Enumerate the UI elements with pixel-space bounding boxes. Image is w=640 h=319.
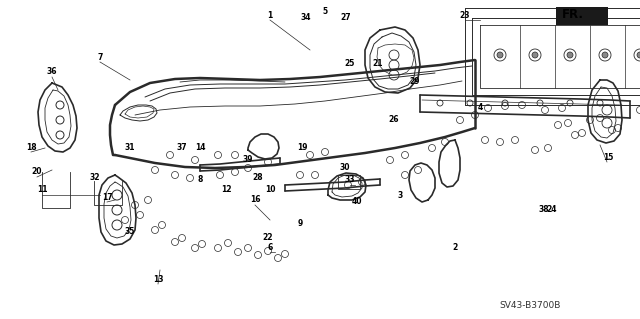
FancyBboxPatch shape <box>556 7 608 25</box>
Text: 37: 37 <box>177 144 188 152</box>
Circle shape <box>602 52 608 58</box>
Text: 5: 5 <box>323 8 328 17</box>
Text: 21: 21 <box>372 60 383 69</box>
Circle shape <box>497 52 503 58</box>
Text: 2: 2 <box>452 243 458 253</box>
Text: 24: 24 <box>547 205 557 214</box>
Text: SV43-B3700B: SV43-B3700B <box>499 301 561 310</box>
Text: 8: 8 <box>197 175 203 184</box>
Text: 15: 15 <box>603 153 613 162</box>
Circle shape <box>637 52 640 58</box>
Text: 33: 33 <box>345 175 355 184</box>
Text: 10: 10 <box>265 186 275 195</box>
Text: 29: 29 <box>410 78 420 86</box>
Text: 27: 27 <box>340 13 351 23</box>
Text: 38: 38 <box>539 205 549 214</box>
Circle shape <box>532 52 538 58</box>
Text: FR.: FR. <box>562 9 584 21</box>
Text: 20: 20 <box>32 167 42 176</box>
Text: 18: 18 <box>26 144 36 152</box>
Text: 4: 4 <box>477 103 483 113</box>
Text: 39: 39 <box>243 155 253 165</box>
Text: 7: 7 <box>97 53 102 62</box>
Text: 31: 31 <box>125 144 135 152</box>
Text: 9: 9 <box>298 219 303 227</box>
Text: 26: 26 <box>388 115 399 124</box>
Text: 17: 17 <box>102 194 112 203</box>
Text: 34: 34 <box>301 13 311 23</box>
Text: 11: 11 <box>36 186 47 195</box>
Text: 12: 12 <box>221 186 231 195</box>
Text: 28: 28 <box>253 174 263 182</box>
Text: 22: 22 <box>263 234 273 242</box>
Text: 6: 6 <box>268 243 273 253</box>
Text: 16: 16 <box>250 196 260 204</box>
Text: 35: 35 <box>125 227 135 236</box>
Text: 32: 32 <box>90 174 100 182</box>
Text: 30: 30 <box>340 164 350 173</box>
Text: 3: 3 <box>397 190 403 199</box>
Text: 19: 19 <box>297 144 307 152</box>
Text: 13: 13 <box>153 276 163 285</box>
Text: 25: 25 <box>345 58 355 68</box>
Text: 14: 14 <box>195 144 205 152</box>
Text: 23: 23 <box>460 11 470 19</box>
Text: 1: 1 <box>268 11 273 19</box>
Circle shape <box>567 52 573 58</box>
Text: 36: 36 <box>47 68 57 77</box>
Text: 40: 40 <box>352 197 362 206</box>
Bar <box>338 175 360 189</box>
